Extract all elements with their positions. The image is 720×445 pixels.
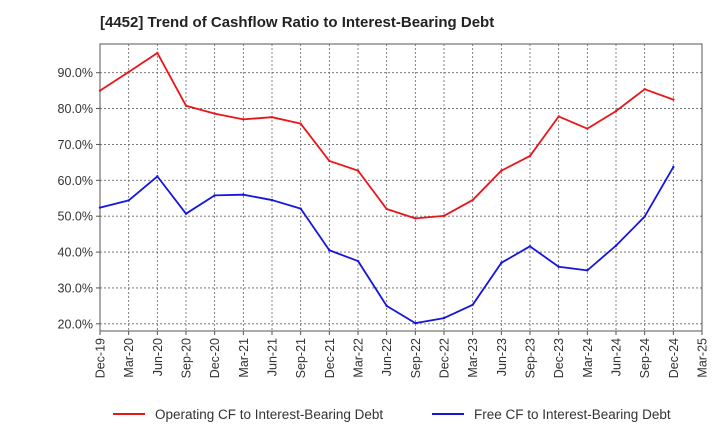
- series-1-point: [385, 207, 388, 211]
- x-axis: Dec-19 Mar-20 Jun-20 Sep-20 Dec-20 Mar-21 Jun-…: [94, 331, 710, 378]
- x-tick-label: Dec-21: [323, 338, 337, 378]
- series-1-point: [414, 217, 417, 220]
- y-tick-label: 70.0%: [58, 138, 93, 152]
- x-tick-label: Sep-22: [409, 338, 423, 378]
- y-tick-label: 90.0%: [58, 66, 93, 80]
- series-1-point: [270, 115, 274, 119]
- y-tick-label: 20.0%: [58, 317, 93, 331]
- series-2-point: [385, 304, 388, 308]
- series-1-point: [156, 51, 159, 55]
- series-2-point: [242, 193, 245, 196]
- series-1-point: [471, 198, 474, 202]
- legend-label-2: Free CF to Interest-Bearing Debt: [474, 407, 671, 422]
- series-2-point: [156, 175, 159, 178]
- x-tick-label: Mar-22: [352, 338, 366, 378]
- x-tick-label: Jun-20: [151, 338, 165, 376]
- x-tick-label: Sep-21: [294, 338, 308, 378]
- series-2-point: [356, 259, 360, 263]
- series-1-point: [299, 122, 302, 125]
- x-tick-label: Dec-22: [438, 338, 452, 378]
- series-1-point: [184, 104, 188, 107]
- y-tick-label: 60.0%: [58, 174, 93, 188]
- series-2-point: [614, 244, 618, 247]
- series-2-point: [500, 261, 503, 265]
- y-axis: 20.0% 30.0% 40.0% 50.0% 60.0% 70.0% 80.0% 90.0%: [58, 66, 100, 331]
- series-2-point: [672, 165, 675, 169]
- x-tick-label: Mar-24: [581, 338, 595, 378]
- gridlines: [100, 44, 702, 331]
- series-2-point: [270, 198, 274, 202]
- series-2-point: [414, 321, 417, 325]
- x-tick-label: Mar-23: [466, 338, 480, 378]
- series-2-point: [127, 199, 130, 202]
- series-2-point: [528, 245, 532, 248]
- x-tick-label: Sep-24: [638, 338, 652, 378]
- x-tick-label: Sep-23: [524, 338, 538, 378]
- series-1-point: [557, 115, 560, 118]
- plot-area: [99, 43, 703, 332]
- series-2-point: [184, 212, 188, 215]
- series-1-point: [500, 169, 503, 172]
- x-tick-label: Dec-20: [208, 338, 222, 378]
- series-1-point: [528, 154, 532, 158]
- x-tick-label: Mar-21: [237, 338, 251, 378]
- series-2-point: [586, 269, 589, 272]
- series-1-point: [328, 159, 331, 163]
- legend-label-1: Operating CF to Interest-Bearing Debt: [155, 407, 383, 422]
- series-1-point: [442, 214, 446, 218]
- series-2-point: [299, 207, 302, 210]
- x-tick-label: Mar-25: [696, 338, 710, 378]
- series-1-point: [672, 98, 675, 101]
- x-tick-label: Mar-20: [122, 338, 136, 378]
- y-tick-label: 30.0%: [58, 281, 93, 295]
- series-1-point: [586, 127, 589, 130]
- series-1-point: [643, 88, 646, 91]
- series-2-point: [471, 303, 474, 307]
- x-tick-label: Dec-23: [552, 338, 566, 378]
- series-2-point: [213, 194, 216, 197]
- series-2-point: [328, 249, 331, 252]
- x-tick-label: Jun-23: [495, 338, 509, 376]
- series-1-point: [127, 70, 130, 74]
- x-tick-label: Jun-21: [266, 338, 280, 376]
- x-tick-label: Jun-22: [380, 338, 394, 376]
- series-1-point: [98, 89, 102, 92]
- series-2-point: [98, 206, 102, 209]
- x-tick-label: Jun-24: [610, 338, 624, 376]
- series-1-point: [614, 109, 618, 113]
- x-tick-label: Dec-19: [94, 338, 108, 378]
- y-tick-label: 50.0%: [58, 210, 93, 224]
- series-2-point: [643, 215, 646, 218]
- series-2-point: [557, 265, 560, 268]
- x-tick-label: Sep-20: [180, 338, 194, 378]
- series-1-point: [356, 169, 360, 172]
- y-tick-label: 80.0%: [58, 102, 93, 116]
- series-1-point: [242, 118, 245, 121]
- x-tick-label: Dec-24: [667, 338, 681, 378]
- series-lines: [98, 51, 675, 325]
- chart-title: [4452] Trend of Cashflow Ratio to Intere…: [100, 14, 495, 31]
- series-2-point: [442, 316, 446, 320]
- legend: Operating CF to Interest-Bearing Debt Fre…: [113, 407, 671, 422]
- y-tick-label: 40.0%: [58, 246, 93, 260]
- series-1-point: [213, 112, 216, 115]
